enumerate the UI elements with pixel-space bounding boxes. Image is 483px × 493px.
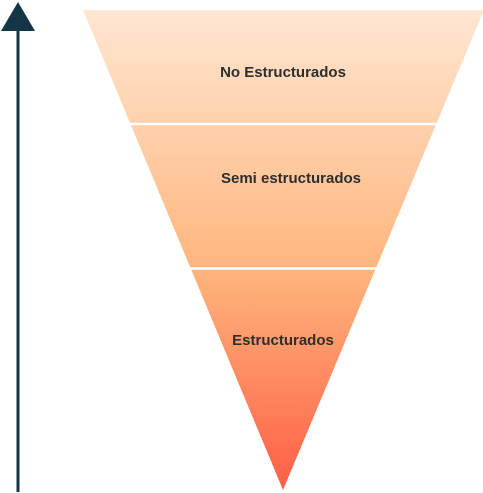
segment-label-semi-estructurados: Semi estructurados [221, 170, 361, 187]
segment-label-no-estructurados: No Estructurados [220, 64, 346, 81]
segment-label-estructurados: Estructurados [232, 332, 334, 349]
arrow-up-icon [1, 2, 35, 492]
funnel-triangle [83, 10, 483, 490]
arrow-head [1, 2, 35, 31]
